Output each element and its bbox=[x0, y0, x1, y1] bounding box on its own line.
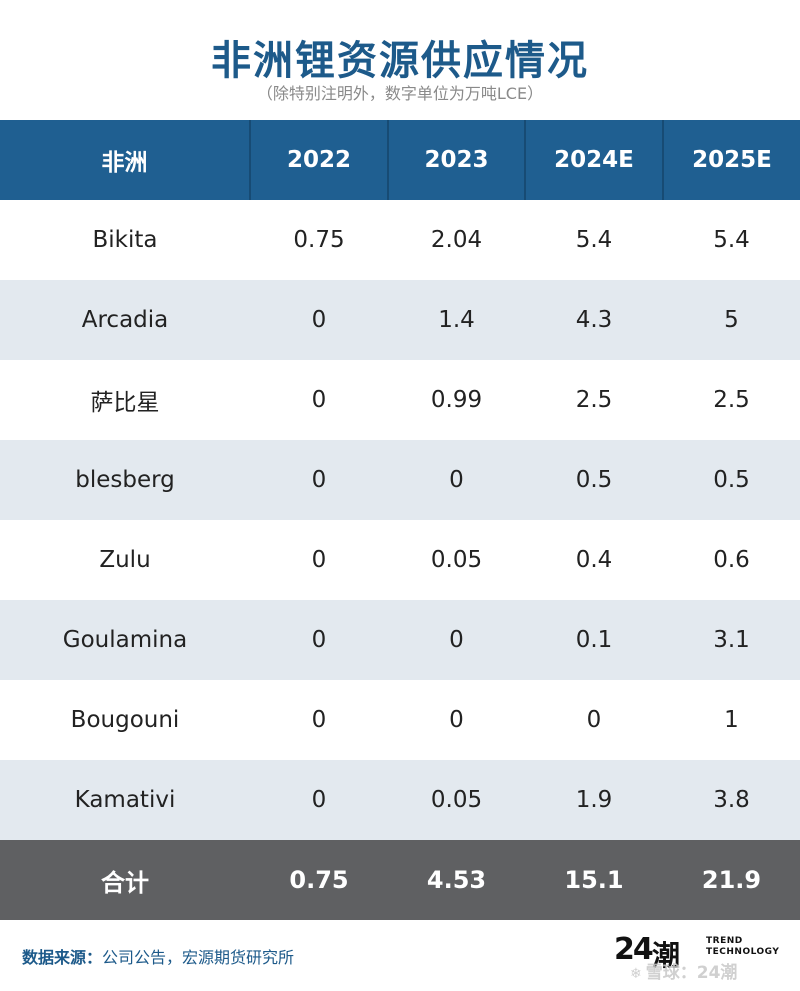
value-2023: 0.05 bbox=[388, 760, 525, 840]
value-2025e: 3.8 bbox=[663, 760, 800, 840]
value-2022: 0 bbox=[250, 360, 388, 440]
value-2025e: 5.4 bbox=[663, 200, 800, 280]
value-2022: 0 bbox=[250, 440, 388, 520]
header-2025e: 2025E bbox=[662, 120, 800, 200]
value-2024e: 0 bbox=[525, 680, 663, 760]
watermark-text: 雪球：24潮 bbox=[645, 963, 738, 983]
table-row: Bougouni 0 0 0 1 bbox=[0, 680, 800, 760]
value-2024e: 2.5 bbox=[525, 360, 663, 440]
project-name: blesberg bbox=[0, 440, 250, 520]
value-2022: 0 bbox=[250, 760, 388, 840]
project-name: Bikita bbox=[0, 200, 250, 280]
logo-english: TREND TECHNOLOGY bbox=[706, 936, 780, 957]
project-name: Arcadia bbox=[0, 280, 250, 360]
project-name: Bougouni bbox=[0, 680, 250, 760]
value-2024e: 4.3 bbox=[525, 280, 663, 360]
value-2023: 0 bbox=[388, 600, 525, 680]
value-2023: 0.05 bbox=[388, 520, 525, 600]
value-2023: 0.99 bbox=[388, 360, 525, 440]
project-name: Zulu bbox=[0, 520, 250, 600]
value-2025e: 2.5 bbox=[663, 360, 800, 440]
value-2023: 0 bbox=[388, 440, 525, 520]
total-2022: 0.75 bbox=[250, 840, 388, 920]
data-source-text: 公司公告，宏源期货研究所 bbox=[102, 948, 295, 967]
table-header-row: 非洲 2022 2023 2024E 2025E bbox=[0, 120, 800, 200]
value-2023: 0 bbox=[388, 680, 525, 760]
value-2025e: 3.1 bbox=[663, 600, 800, 680]
header-2023: 2023 bbox=[387, 120, 525, 200]
value-2024e: 0.1 bbox=[525, 600, 663, 680]
table-row: 萨比星 0 0.99 2.5 2.5 bbox=[0, 360, 800, 440]
header-2022: 2022 bbox=[249, 120, 388, 200]
value-2025e: 0.6 bbox=[663, 520, 800, 600]
table-row: Kamativi 0 0.05 1.9 3.8 bbox=[0, 760, 800, 840]
total-2023: 4.53 bbox=[388, 840, 525, 920]
project-name: 萨比星 bbox=[0, 360, 250, 440]
total-2025e: 21.9 bbox=[663, 840, 800, 920]
value-2025e: 0.5 bbox=[663, 440, 800, 520]
total-row: 合计 0.75 4.53 15.1 21.9 bbox=[0, 840, 800, 920]
value-2022: 0 bbox=[250, 600, 388, 680]
value-2022: 0 bbox=[250, 280, 388, 360]
value-2023: 1.4 bbox=[388, 280, 525, 360]
project-name: Kamativi bbox=[0, 760, 250, 840]
watermark: ❄ 雪球：24潮 bbox=[630, 958, 737, 983]
header-2024e: 2024E bbox=[524, 120, 663, 200]
snowball-icon: ❄ bbox=[630, 966, 642, 982]
unit-note: （除特别注明外，数字单位为万吨LCE） bbox=[256, 84, 544, 103]
value-2022: 0 bbox=[250, 520, 388, 600]
project-name: Goulamina bbox=[0, 600, 250, 680]
brand-logo: 24 潮 TREND TECHNOLOGY bbox=[614, 932, 784, 974]
total-2024e: 15.1 bbox=[525, 840, 663, 920]
data-source: 数据来源：公司公告，宏源期货研究所 bbox=[22, 944, 294, 968]
value-2025e: 1 bbox=[663, 680, 800, 760]
value-2024e: 0.4 bbox=[525, 520, 663, 600]
header-region: 非洲 bbox=[0, 120, 250, 200]
table-row: blesberg 0 0 0.5 0.5 bbox=[0, 440, 800, 520]
table-row: Arcadia 0 1.4 4.3 5 bbox=[0, 280, 800, 360]
value-2024e: 1.9 bbox=[525, 760, 663, 840]
value-2023: 2.04 bbox=[388, 200, 525, 280]
value-2022: 0 bbox=[250, 680, 388, 760]
logo-chinese: 潮 bbox=[652, 939, 681, 972]
value-2024e: 0.5 bbox=[525, 440, 663, 520]
value-2025e: 5 bbox=[663, 280, 800, 360]
total-label: 合计 bbox=[0, 840, 250, 920]
logo-number: 24 bbox=[614, 932, 654, 967]
value-2022: 0.75 bbox=[250, 200, 388, 280]
table-row: Bikita 0.75 2.04 5.4 5.4 bbox=[0, 200, 800, 280]
table-row: Zulu 0 0.05 0.4 0.6 bbox=[0, 520, 800, 600]
page-title: 非洲锂资源供应情况 bbox=[211, 38, 589, 84]
data-source-label: 数据来源： bbox=[22, 948, 103, 967]
value-2024e: 5.4 bbox=[525, 200, 663, 280]
lithium-supply-table: 非洲 2022 2023 2024E 2025E Bikita 0.75 2.0… bbox=[0, 120, 800, 920]
table-row: Goulamina 0 0 0.1 3.1 bbox=[0, 600, 800, 680]
